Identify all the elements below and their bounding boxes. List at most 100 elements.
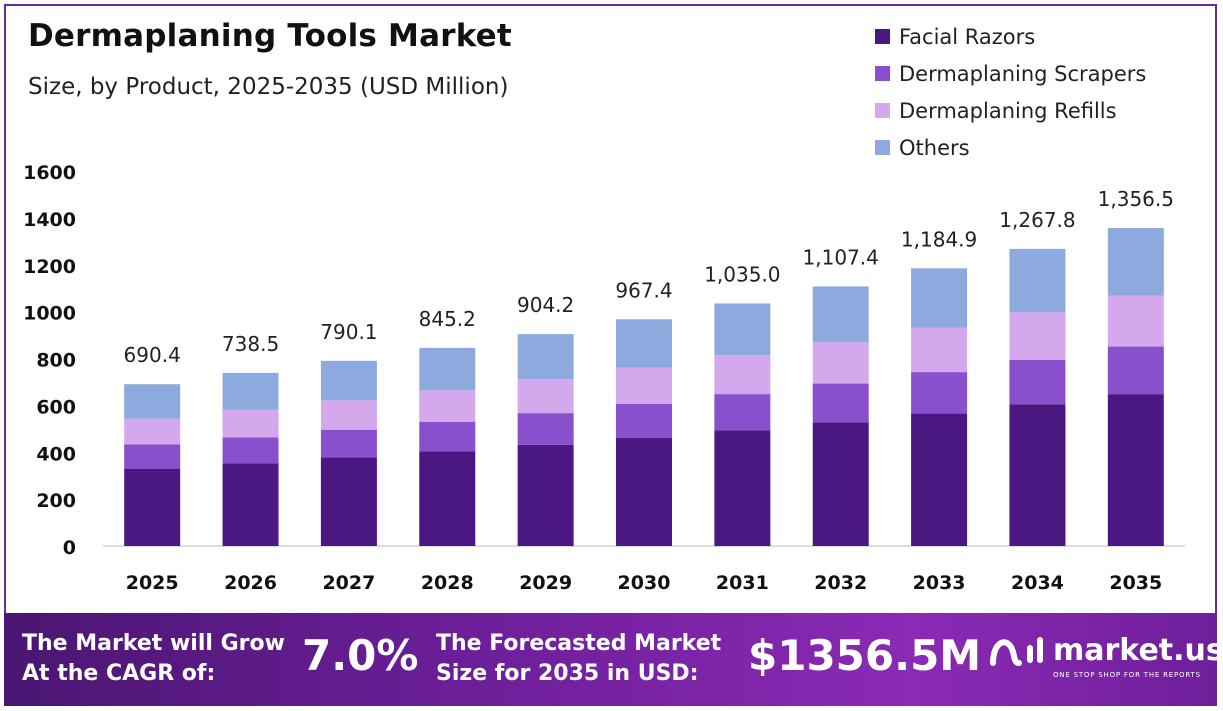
bar-segment-dermaplaning-refills xyxy=(320,400,377,430)
bar-total-label: 845.2 xyxy=(419,307,476,331)
bar-segment-dermaplaning-refills xyxy=(1107,295,1164,347)
stacked-bar-chart: 0 200 400 600 800 1000 1200 1400 1600 690.4 2025 73… xyxy=(23,162,1185,594)
forecast-value: $1356.5M xyxy=(748,631,982,680)
bar-segment-dermaplaning-scrapers xyxy=(911,372,968,414)
bar-total-label: 1,267.8 xyxy=(999,208,1075,232)
x-tick-label: 2033 xyxy=(913,572,966,594)
legend-label: Others xyxy=(899,135,970,160)
legend-item-others: Others xyxy=(875,129,1146,166)
cagr-caption-line1: The Market will Grow xyxy=(22,631,285,656)
bar-segment-dermaplaning-refills xyxy=(812,342,869,384)
cagr-value: 7.0% xyxy=(302,631,419,680)
bar-total-label: 1,184.9 xyxy=(901,227,977,251)
bar-total-label: 738.5 xyxy=(222,332,279,356)
legend-item-facial-razors: Facial Razors xyxy=(875,18,1146,55)
bar-segment-dermaplaning-scrapers xyxy=(714,394,771,431)
y-tick-label: 200 xyxy=(36,490,76,512)
market-us-logo-icon xyxy=(990,637,1043,666)
x-tick-label: 2029 xyxy=(519,572,572,594)
bar-segment-others xyxy=(911,268,968,328)
bar-segment-dermaplaning-scrapers xyxy=(124,444,181,469)
y-tick-label: 1200 xyxy=(23,256,76,278)
x-tick-label: 2027 xyxy=(322,572,375,594)
bar-segment-facial-razors xyxy=(419,451,476,546)
bar-segment-dermaplaning-refills xyxy=(714,355,771,395)
bar-segment-others xyxy=(1009,248,1066,313)
legend-swatch xyxy=(875,140,890,155)
y-tick-label: 400 xyxy=(36,443,76,465)
bar-segment-facial-razors xyxy=(320,457,377,546)
legend: Facial Razors Dermaplaning Scrapers Derm… xyxy=(875,18,1146,166)
x-tick-label: 2030 xyxy=(618,572,671,594)
brand-tagline: ONE STOP SHOP FOR THE REPORTS xyxy=(1053,671,1201,679)
legend-item-dermaplaning-scrapers: Dermaplaning Scrapers xyxy=(875,55,1146,92)
bar-total-label: 790.1 xyxy=(320,320,377,344)
legend-swatch xyxy=(875,29,890,44)
bar-segment-facial-razors xyxy=(1107,394,1164,546)
bar-segment-dermaplaning-refills xyxy=(1009,312,1066,360)
bar-segment-facial-razors xyxy=(812,422,869,546)
summary-banner: The Market will Grow At the CAGR of: 7.0… xyxy=(4,613,1223,706)
bar-total-label: 1,356.5 xyxy=(1098,187,1174,211)
chart-subtitle: Size, by Product, 2025-2035 (USD Million… xyxy=(28,74,509,100)
bar-segment-facial-razors xyxy=(911,413,968,546)
bar-segment-dermaplaning-scrapers xyxy=(616,403,672,438)
cagr-caption-line2: At the CAGR of: xyxy=(22,661,216,686)
y-tick-label: 600 xyxy=(36,396,76,418)
x-tick-label: 2034 xyxy=(1011,572,1064,594)
bar-segment-dermaplaning-scrapers xyxy=(320,429,377,458)
brand-name: market.us xyxy=(1053,633,1223,668)
bar-segment-others xyxy=(812,286,869,343)
bar-segment-dermaplaning-scrapers xyxy=(419,422,476,452)
bar-total-label: 1,035.0 xyxy=(704,262,780,286)
forecast-caption: The Forecasted Market Size for 2035 in U… xyxy=(436,629,721,689)
x-tick-label: 2032 xyxy=(814,572,867,594)
x-tick-label: 2028 xyxy=(421,572,474,594)
bar-segment-dermaplaning-refills xyxy=(911,327,968,373)
bar-segment-facial-razors xyxy=(616,437,672,546)
x-tick-label: 2031 xyxy=(716,572,769,594)
bar-segment-facial-razors xyxy=(714,430,771,546)
bar-segment-others xyxy=(419,347,476,391)
x-tick-label: 2035 xyxy=(1109,572,1162,594)
y-tick-label: 0 xyxy=(63,537,76,559)
bar-segment-others xyxy=(616,319,672,368)
bar-segment-dermaplaning-scrapers xyxy=(517,413,574,445)
y-tick-label: 1000 xyxy=(23,303,76,325)
forecast-caption-line2: Size for 2035 in USD: xyxy=(436,661,699,686)
bar-segment-dermaplaning-refills xyxy=(419,390,476,423)
bar-segment-dermaplaning-refills xyxy=(222,409,279,438)
bar-segment-dermaplaning-refills xyxy=(517,379,574,414)
bar-segment-facial-razors xyxy=(124,468,181,546)
cagr-caption: The Market will Grow At the CAGR of: xyxy=(22,629,285,689)
forecast-caption-line1: The Forecasted Market xyxy=(436,631,722,656)
bar-segment-others xyxy=(714,303,771,356)
legend-swatch xyxy=(875,103,890,118)
bar-segment-others xyxy=(320,360,377,401)
bar-total-label: 904.2 xyxy=(517,293,574,317)
y-tick-label: 800 xyxy=(36,350,76,372)
bar-segment-facial-razors xyxy=(222,463,279,546)
bar-segment-facial-razors xyxy=(1009,404,1066,546)
legend-label: Dermaplaning Scrapers xyxy=(899,61,1147,86)
bar-segment-others xyxy=(517,334,574,380)
legend-item-dermaplaning-refills: Dermaplaning Refills xyxy=(875,92,1146,129)
x-tick-label: 2026 xyxy=(224,572,277,594)
bar-segment-others xyxy=(124,384,181,419)
bar-segment-others xyxy=(222,372,279,410)
chart-title: Dermaplaning Tools Market xyxy=(28,18,512,54)
legend-label: Dermaplaning Refills xyxy=(899,98,1117,123)
bar-segment-dermaplaning-scrapers xyxy=(812,383,869,423)
bar-segment-dermaplaning-refills xyxy=(616,367,672,404)
bar-segment-dermaplaning-scrapers xyxy=(222,437,279,464)
bar-segment-dermaplaning-scrapers xyxy=(1107,346,1164,395)
bar-segment-dermaplaning-refills xyxy=(124,418,181,445)
y-tick-label: 1600 xyxy=(23,162,76,184)
legend-swatch xyxy=(875,66,890,81)
bar-segment-dermaplaning-scrapers xyxy=(1009,359,1066,405)
bar-segment-facial-razors xyxy=(517,444,574,546)
bar-segment-others xyxy=(1107,228,1164,296)
bar-total-label: 967.4 xyxy=(615,278,672,302)
x-tick-label: 2025 xyxy=(126,572,179,594)
legend-label: Facial Razors xyxy=(899,24,1036,49)
